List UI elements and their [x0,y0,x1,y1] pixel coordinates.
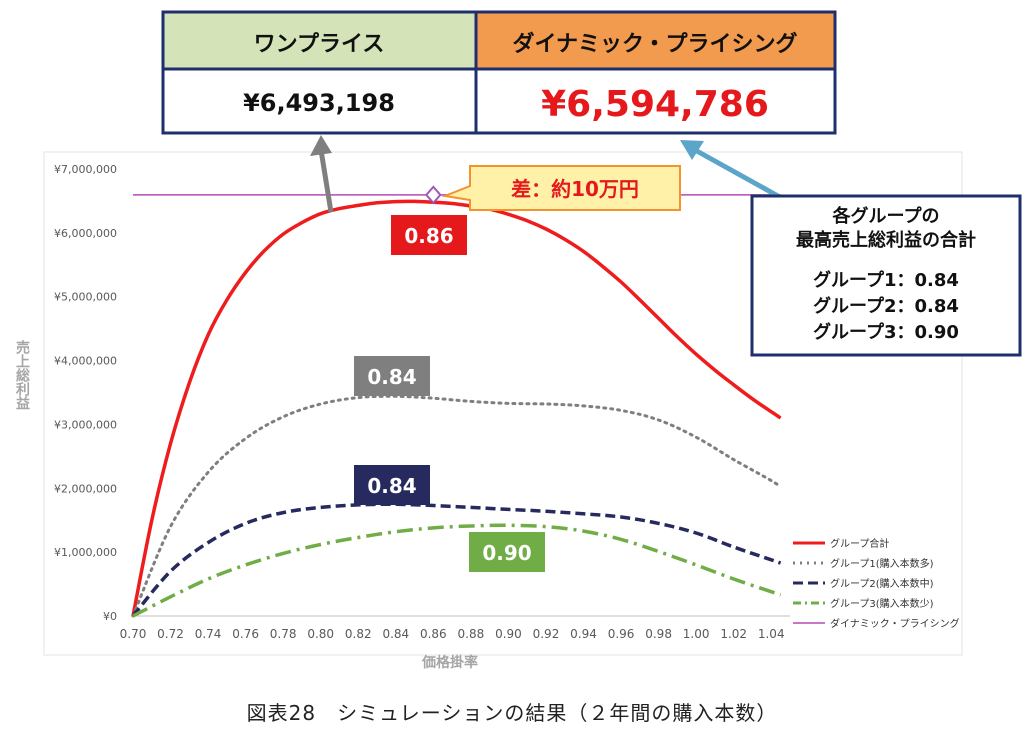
legend-label: グループ合計 [830,537,889,550]
diamond-marker [425,185,442,205]
x-tick-label: 0.78 [270,627,297,641]
dynamic-pricing-value: ¥6,594,786 [541,84,769,125]
dynamic-pricing-header: ダイナミック・プライシング [512,31,797,57]
legend-label: グループ3(購入本数少) [830,597,934,610]
x-tick-label: 0.84 [382,627,409,641]
x-tick-label: 0.76 [232,627,259,641]
point-label-text: 0.84 [367,365,416,389]
info-box-line-3: グループ3：0.90 [813,321,959,343]
x-tick-label: 0.90 [495,627,522,641]
info-box-line-1: グループ1：0.84 [813,269,959,291]
gray-arrow-head [310,135,332,156]
blue-arrow-head [680,140,704,160]
y-tick-label: ¥0 [103,610,117,623]
y-tick-label: ¥2,000,000 [54,482,117,495]
y-axis-label: 売上総利益 [14,339,30,410]
summary-table: ワンプライス ダイナミック・プライシング ¥6,493,198 ¥6,594,7… [161,10,837,135]
info-box-frame [750,194,1022,357]
x-tick-label: 0.86 [420,627,447,641]
y-tick-label: ¥4,000,000 [54,355,117,368]
x-tick-label: 0.70 [120,627,147,641]
y-axis-ticks: ¥0 ¥1,000,000 ¥2,000,000 ¥3,000,000 ¥4,000,0… [54,163,117,623]
table-cell-right [474,67,837,135]
series-line [132,523,782,618]
x-tick-label: 0.74 [195,627,222,641]
blue-arrow [693,147,780,199]
point-label-badge [354,465,430,505]
x-tick-label: 0.94 [570,627,597,641]
point-label-text: 0.90 [482,541,531,565]
y-tick-label: ¥7,000,000 [54,163,117,176]
series-line [131,502,782,618]
x-tick-label: 1.02 [720,627,747,641]
x-tick-label: 1.00 [683,627,710,641]
x-tick-label: 0.72 [157,627,184,641]
point-label-text: 0.84 [367,474,416,498]
diff-callout-text: 差：約10万円 [511,177,639,201]
point-label-badge [391,215,467,255]
one-price-header: ワンプライス [254,32,385,57]
y-tick-label: ¥5,000,000 [54,291,117,304]
info-box-title-1: 各グループの [832,205,940,227]
gray-arrow [318,149,334,213]
legend-label: グループ1(購入本数多) [830,557,934,570]
y-tick-label: ¥6,000,000 [54,227,117,240]
x-tick-label: 0.80 [307,627,334,641]
series-line [131,199,782,617]
legend-label: グループ2(購入本数中) [830,577,934,590]
figure-caption: 図表28 シミュレーションの結果（２年間の購入本数） [246,701,778,725]
point-label-badge [354,356,430,396]
point-label-text: 0.86 [404,224,453,248]
legend-label: ダイナミック・プライシング [830,617,960,630]
info-box-line-2: グループ2：0.84 [813,295,959,317]
point-label-badge [469,532,545,572]
table-cell-left [161,67,478,135]
info-box: 各グループの 最高売上総利益の合計 グループ1：0.84 グループ2：0.84 … [750,194,1022,357]
x-axis-ticks: 0.70 0.72 0.74 0.76 0.78 0.80 0.82 0.84 0.86 0.88… [120,627,785,641]
x-tick-label: 1.04 [758,627,785,641]
x-tick-label: 0.98 [645,627,672,641]
one-price-value: ¥6,493,198 [243,89,395,117]
diff-callout-bubble [441,165,681,211]
y-tick-label: ¥1,000,000 [54,546,117,559]
x-tick-label: 0.88 [458,627,485,641]
series-line [131,394,783,618]
x-tick-label: 0.96 [608,627,635,641]
x-tick-label: 0.82 [345,627,372,641]
x-tick-label: 0.92 [533,627,560,641]
y-tick-label: ¥3,000,000 [54,418,117,431]
info-box-title-2: 最高売上総利益の合計 [796,229,976,251]
annotation-layer: 0.86 0.84 0.84 0.90 差：約10万円 [354,165,681,572]
x-axis-label: 価格掛率 [421,654,478,671]
